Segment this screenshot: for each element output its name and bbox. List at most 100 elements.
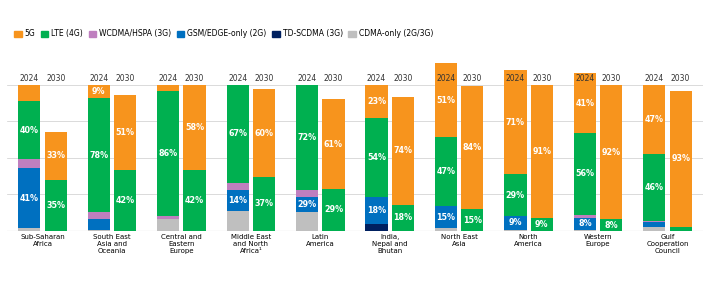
Text: 67%: 67% bbox=[228, 129, 247, 138]
Bar bbox=[226, 183, 248, 190]
Text: 51%: 51% bbox=[116, 128, 135, 137]
Text: 2030: 2030 bbox=[671, 74, 690, 83]
Text: 2030: 2030 bbox=[185, 74, 204, 83]
Bar bbox=[226, 190, 248, 211]
Bar bbox=[366, 224, 388, 231]
Bar bbox=[183, 85, 206, 170]
Bar bbox=[253, 177, 275, 231]
Bar bbox=[157, 91, 180, 216]
Text: 2024: 2024 bbox=[645, 74, 664, 83]
Text: 18%: 18% bbox=[367, 206, 386, 215]
Bar bbox=[504, 70, 527, 174]
Bar bbox=[435, 206, 457, 228]
Text: 47%: 47% bbox=[437, 167, 456, 176]
Bar bbox=[18, 159, 40, 168]
Text: 2024: 2024 bbox=[89, 74, 109, 83]
Bar bbox=[530, 218, 553, 231]
Text: 2030: 2030 bbox=[46, 74, 65, 83]
Text: 2030: 2030 bbox=[393, 74, 413, 83]
Bar bbox=[183, 169, 206, 231]
Bar bbox=[462, 209, 484, 231]
Bar bbox=[45, 180, 67, 231]
Text: 93%: 93% bbox=[671, 154, 690, 163]
Text: 2024: 2024 bbox=[297, 74, 317, 83]
Bar bbox=[435, 137, 457, 206]
Bar bbox=[366, 118, 388, 197]
Text: 9%: 9% bbox=[508, 218, 522, 227]
Bar bbox=[18, 85, 40, 101]
Text: 74%: 74% bbox=[393, 146, 413, 155]
Text: 56%: 56% bbox=[575, 169, 594, 178]
Text: 72%: 72% bbox=[297, 133, 317, 142]
Text: 2024: 2024 bbox=[20, 74, 39, 83]
Text: 15%: 15% bbox=[463, 215, 482, 224]
Text: 86%: 86% bbox=[158, 149, 178, 158]
Bar bbox=[643, 154, 665, 221]
Bar bbox=[574, 218, 596, 230]
Bar bbox=[643, 85, 665, 154]
Bar bbox=[670, 226, 692, 231]
Text: 23%: 23% bbox=[367, 97, 386, 106]
Bar bbox=[226, 211, 248, 231]
Text: 35%: 35% bbox=[46, 201, 65, 210]
Bar bbox=[392, 97, 414, 205]
Bar bbox=[574, 73, 596, 133]
Bar bbox=[18, 168, 40, 228]
Text: 58%: 58% bbox=[185, 123, 204, 132]
Text: 2024: 2024 bbox=[367, 74, 386, 83]
Text: 2030: 2030 bbox=[254, 74, 274, 83]
Text: 29%: 29% bbox=[324, 205, 343, 214]
Text: 33%: 33% bbox=[46, 151, 65, 160]
Bar bbox=[226, 85, 248, 183]
Text: 84%: 84% bbox=[463, 143, 482, 152]
Text: 41%: 41% bbox=[20, 194, 39, 202]
Text: 42%: 42% bbox=[116, 196, 135, 205]
Text: 54%: 54% bbox=[367, 153, 386, 162]
Bar bbox=[87, 98, 110, 212]
Bar bbox=[435, 228, 457, 231]
Text: 78%: 78% bbox=[89, 151, 109, 160]
Text: 2030: 2030 bbox=[116, 74, 135, 83]
Text: 42%: 42% bbox=[185, 196, 204, 205]
Bar bbox=[574, 230, 596, 231]
Text: 40%: 40% bbox=[20, 126, 39, 135]
Text: 51%: 51% bbox=[437, 96, 456, 105]
Text: 18%: 18% bbox=[393, 213, 413, 222]
Bar bbox=[670, 91, 692, 226]
Text: 15%: 15% bbox=[437, 213, 456, 222]
Text: 9%: 9% bbox=[92, 87, 106, 96]
Bar bbox=[18, 101, 40, 159]
Text: 71%: 71% bbox=[506, 118, 525, 127]
Text: 29%: 29% bbox=[297, 200, 317, 209]
Bar bbox=[392, 205, 414, 231]
Text: 60%: 60% bbox=[254, 129, 273, 138]
Text: 2024: 2024 bbox=[437, 74, 456, 83]
Text: 8%: 8% bbox=[578, 219, 591, 228]
Bar bbox=[296, 85, 318, 190]
Text: 47%: 47% bbox=[645, 115, 664, 124]
Text: 2024: 2024 bbox=[575, 74, 594, 83]
Bar bbox=[574, 215, 596, 218]
Text: 91%: 91% bbox=[532, 147, 551, 156]
Bar bbox=[322, 189, 344, 231]
Text: 2030: 2030 bbox=[532, 74, 552, 83]
Text: 37%: 37% bbox=[254, 200, 273, 208]
Bar bbox=[157, 85, 180, 91]
Bar bbox=[366, 197, 388, 224]
Bar bbox=[87, 219, 110, 230]
Bar bbox=[504, 174, 527, 216]
Bar bbox=[114, 95, 136, 169]
Text: 46%: 46% bbox=[645, 183, 664, 192]
Text: 9%: 9% bbox=[535, 220, 549, 229]
Text: 2024: 2024 bbox=[228, 74, 247, 83]
Legend: 5G, LTE (4G), WCDMA/HSPA (3G), GSM/EDGE-only (2G), TD-SCDMA (3G), CDMA-only (2G/: 5G, LTE (4G), WCDMA/HSPA (3G), GSM/EDGE-… bbox=[11, 26, 437, 41]
Bar bbox=[18, 228, 40, 231]
Bar bbox=[87, 230, 110, 231]
Bar bbox=[296, 197, 318, 212]
Bar bbox=[157, 216, 180, 219]
Bar bbox=[435, 63, 457, 137]
Text: 2030: 2030 bbox=[463, 74, 482, 83]
Bar bbox=[643, 226, 665, 231]
Bar bbox=[253, 89, 275, 177]
Bar bbox=[87, 212, 110, 219]
